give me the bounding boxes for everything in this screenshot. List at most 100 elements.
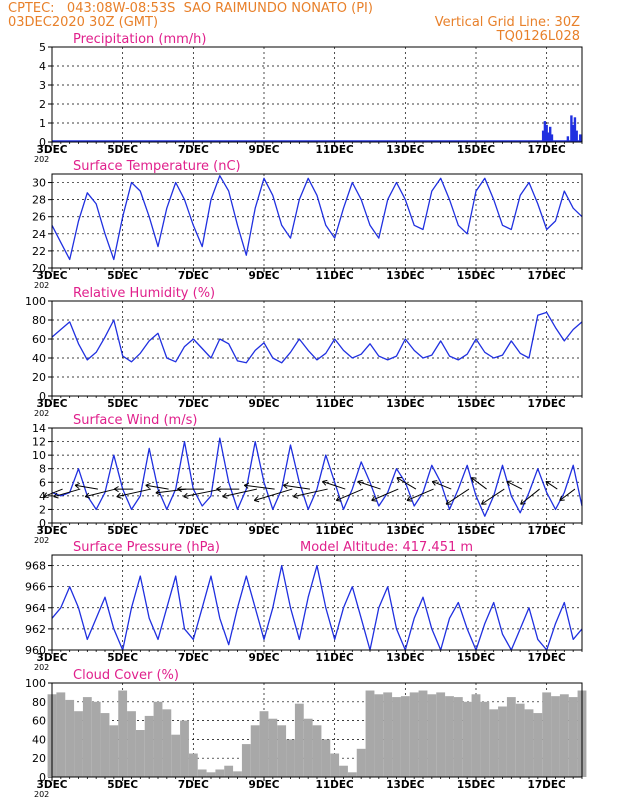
xtick-label: 9DEC bbox=[249, 652, 280, 664]
series-line bbox=[51, 437, 583, 517]
wind-arrowhead bbox=[43, 492, 49, 498]
cloud-bar bbox=[471, 694, 481, 777]
ytick-label: 80 bbox=[32, 696, 46, 709]
xtick-label: 9DEC bbox=[249, 270, 280, 282]
wind-vector bbox=[283, 484, 311, 490]
ytick-label: 2 bbox=[39, 98, 46, 111]
wind-vector bbox=[222, 488, 258, 498]
wind-arrowhead bbox=[406, 496, 413, 502]
wind-vector bbox=[506, 481, 523, 490]
cloud-bar bbox=[524, 709, 534, 777]
ytick-label: 966 bbox=[25, 581, 46, 594]
year-fragment: 202 bbox=[34, 663, 49, 672]
cloud-bar bbox=[65, 699, 75, 777]
ytick-label: 100 bbox=[25, 295, 46, 308]
ytick-label: 4 bbox=[39, 60, 46, 73]
series-line bbox=[51, 311, 583, 364]
wind-vector bbox=[520, 488, 540, 505]
xtick-label: 5DEC bbox=[107, 525, 138, 537]
ytick-label: 1 bbox=[39, 117, 46, 130]
cloud-bar bbox=[559, 694, 569, 777]
cloud-bar bbox=[215, 769, 225, 777]
xtick-label: 5DEC bbox=[107, 398, 138, 410]
xtick-label: 15DEC bbox=[457, 270, 496, 282]
ytick-label: 28 bbox=[32, 194, 46, 207]
cloud-bar bbox=[56, 692, 66, 777]
ytick-label: 0 bbox=[39, 771, 46, 784]
wind-arrowhead bbox=[183, 492, 189, 499]
header-station: CPTEC: 043:08W-08:53S SAO RAIMUNDO NONAT… bbox=[8, 1, 373, 16]
cloud-bar bbox=[489, 709, 499, 777]
ytick-label: 14 bbox=[32, 422, 46, 435]
cloud-bar bbox=[74, 711, 83, 777]
cloud-bar bbox=[533, 713, 543, 777]
wind-vector bbox=[75, 484, 99, 490]
ytick-label: 968 bbox=[25, 560, 46, 573]
year-fragment: 202 bbox=[34, 536, 49, 545]
panel-title: Surface Temperature (nC) bbox=[73, 159, 241, 174]
ytick-label: 10 bbox=[32, 449, 46, 462]
wind-vector bbox=[406, 488, 434, 501]
panel-title: Precipitation (mm/h) bbox=[73, 32, 206, 47]
precip-bar bbox=[573, 117, 577, 142]
wind-vector bbox=[254, 488, 293, 501]
wind-arrowhead bbox=[371, 496, 377, 502]
ytick-label: 24 bbox=[32, 228, 46, 241]
cloud-bar bbox=[294, 703, 304, 777]
wind-vector bbox=[357, 480, 381, 490]
cloud-bar bbox=[339, 765, 348, 777]
panel-title: Surface Pressure (hPa) bbox=[73, 540, 220, 555]
wind-vector bbox=[481, 488, 505, 505]
panel-title: Cloud Cover (%) bbox=[73, 668, 179, 683]
cloud-bar bbox=[153, 701, 163, 777]
cloud-bar bbox=[551, 696, 560, 777]
wind-vector bbox=[244, 484, 275, 490]
wind-arrowhead bbox=[293, 492, 299, 499]
xtick-label: 17DEC bbox=[528, 398, 567, 410]
xtick-label: 5DEC bbox=[107, 779, 138, 791]
wind-vector bbox=[432, 481, 452, 490]
cloud-bar bbox=[374, 694, 384, 777]
precip-bar bbox=[547, 132, 550, 142]
xtick-label: 9DEC bbox=[249, 525, 280, 537]
panel-2: 0 20 40 60 80 100 3DEC 5DEC 7DEC 9DEC 11DEC 13DEC 15… bbox=[25, 286, 583, 418]
wind-vector bbox=[53, 488, 81, 498]
wind-vector bbox=[545, 481, 558, 490]
xtick-label: 11DEC bbox=[316, 270, 355, 282]
xtick-label: 17DEC bbox=[528, 144, 567, 156]
xtick-label: 11DEC bbox=[316, 652, 355, 664]
xtick-label: 9DEC bbox=[249, 144, 280, 156]
wind-arrowhead bbox=[243, 482, 249, 489]
cloud-bar bbox=[347, 772, 357, 777]
wind-vector bbox=[445, 488, 470, 505]
ytick-label: 0 bbox=[39, 517, 46, 530]
cloud-bar bbox=[109, 725, 119, 777]
xtick-label: 5DEC bbox=[107, 144, 138, 156]
ytick-label: 8 bbox=[39, 463, 46, 476]
wind-arrowhead bbox=[216, 486, 222, 493]
wind-arrowhead bbox=[470, 477, 477, 483]
cloud-bar bbox=[206, 772, 216, 777]
precip-bar bbox=[541, 130, 545, 142]
wind-arrowhead bbox=[481, 499, 487, 505]
year-fragment: 202 bbox=[34, 790, 49, 799]
cloud-bar bbox=[392, 697, 401, 777]
xtick-label: 13DEC bbox=[386, 270, 425, 282]
ytick-label: 60 bbox=[32, 715, 46, 728]
header-grid-line: Vertical Grid Line: 30Z bbox=[434, 15, 580, 30]
xtick-label: 3DEC bbox=[37, 144, 68, 156]
xtick-label: 17DEC bbox=[528, 525, 567, 537]
panel-frame bbox=[51, 554, 583, 651]
wind-vector bbox=[336, 488, 364, 501]
header-model-id: TQ0126L028 bbox=[496, 29, 580, 44]
wind-arrowhead bbox=[559, 495, 565, 501]
ytick-label: 60 bbox=[32, 333, 46, 346]
wind-vector bbox=[183, 488, 222, 498]
wind-arrowhead bbox=[155, 489, 161, 496]
xtick-label: 3DEC bbox=[37, 525, 68, 537]
cloud-bar bbox=[286, 739, 295, 777]
ytick-label: 12 bbox=[32, 436, 46, 449]
precip-bar bbox=[566, 136, 570, 142]
cloud-bar bbox=[250, 725, 260, 777]
